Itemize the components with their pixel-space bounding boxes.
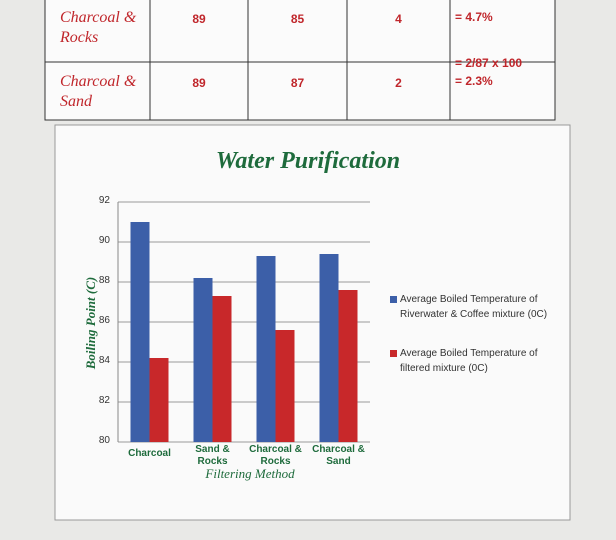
y-tick-label: 92: [98, 195, 110, 206]
table-frame: [44, 0, 556, 121]
bar: [149, 358, 169, 442]
cell: 87: [290, 76, 305, 90]
x-tick-label: Sand & Rocks: [195, 444, 230, 467]
y-tick-label: 90: [98, 235, 110, 246]
y-tick-label: 80: [98, 435, 110, 446]
x-axis-label: Filtering Method: [205, 466, 295, 481]
bar: [319, 254, 339, 442]
bar: [275, 330, 295, 442]
x-tick-label: Charcoal: [128, 448, 171, 459]
y-tick-label: 82: [98, 395, 110, 406]
cell: 85: [290, 12, 305, 26]
bar: [212, 296, 232, 442]
legend-swatch: [390, 296, 397, 303]
legend-label: Average Boiled Temperature of filtered m…: [400, 348, 538, 374]
y-tick-label: 86: [98, 315, 110, 326]
cell: 89: [192, 12, 206, 26]
cell: 89: [192, 76, 206, 90]
cell: 4: [395, 12, 402, 26]
cell: = 4/85 x 100: [455, 0, 555, 2]
bar: [130, 222, 150, 442]
row-name: Charcoal & Sand: [60, 73, 137, 110]
bar: [338, 290, 358, 442]
cell: = 2/87 x 100: [455, 56, 523, 70]
legend-swatch: [390, 350, 397, 357]
y-tick-label: 84: [98, 355, 110, 366]
x-tick-label: Charcoal & Rocks: [249, 444, 302, 467]
x-tick-label: Charcoal & Sand: [312, 444, 365, 467]
cell: = 4.7%: [455, 10, 493, 24]
chart-title: Water Purification: [215, 148, 401, 174]
row-name: Charcoal & Rocks: [60, 9, 137, 46]
cell: 2: [395, 76, 402, 90]
bar: [193, 278, 213, 442]
legend-label: Average Boiled Temperature of Riverwater…: [400, 294, 548, 320]
cell: = 2.3%: [455, 74, 493, 88]
y-tick-label: 88: [98, 275, 110, 286]
bar: [256, 256, 276, 442]
